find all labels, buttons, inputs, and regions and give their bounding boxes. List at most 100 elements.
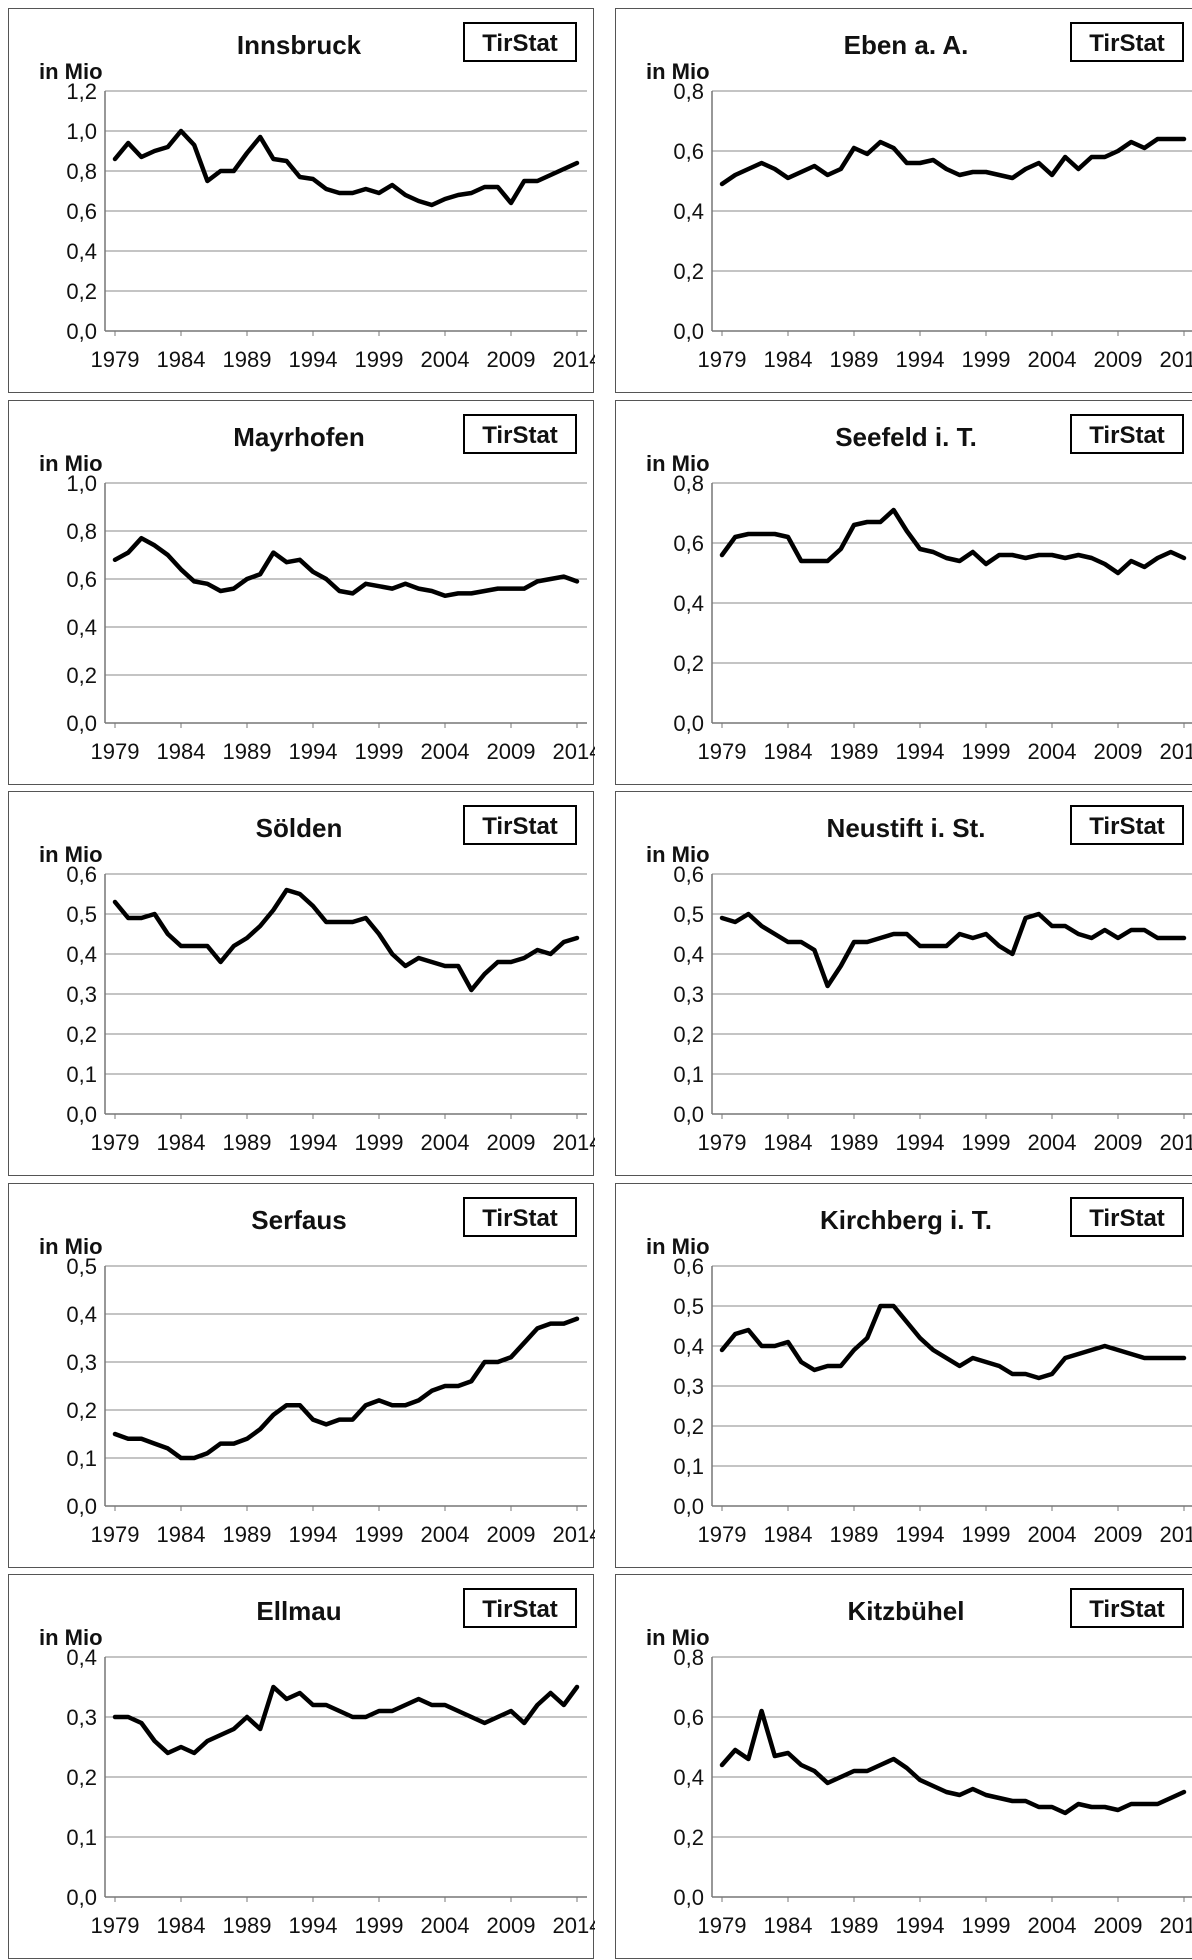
x-tick-label: 2014 [553, 347, 595, 372]
chart-panel: 0,0 0,1 0,2 0,3 0,4 0,5 0,6 1979 1984 1989 1994 199… [615, 791, 1192, 1176]
chart-title: Neustift i. St. [827, 813, 986, 843]
y-tick-label: 0,4 [673, 942, 704, 967]
source-box [463, 1197, 577, 1237]
source-label: TirStat [1089, 1205, 1165, 1232]
chart-panel: 0,0 0,1 0,2 0,3 0,4 1979 1984 1989 1994 1999 2004 2… [8, 1574, 595, 1959]
source-box [1070, 1197, 1184, 1237]
series-line [719, 911, 1187, 989]
y-tick-label: 0,6 [673, 531, 704, 556]
x-tick-label: 2014 [553, 1522, 595, 1547]
x-tick-label: 1979 [698, 1130, 747, 1155]
line-chart: 0,0 0,2 0,4 0,6 0,8 1979 1984 1989 1994 1999 2004 2… [646, 22, 1192, 372]
x-tick-label: 1999 [962, 739, 1011, 764]
y-tick-label: 0,8 [673, 1645, 704, 1670]
y-tick-label: 0,3 [673, 982, 704, 1007]
series-line [719, 1303, 1187, 1381]
y-tick-label: 0,2 [66, 663, 97, 688]
y-tick-label: 0,3 [66, 1350, 97, 1375]
unit-label: in Mio [39, 1625, 103, 1650]
source-label: TirStat [1089, 30, 1165, 57]
x-tick-label: 1999 [962, 1130, 1011, 1155]
x-tick-label: 1994 [289, 1913, 338, 1938]
y-tick-label: 0,2 [66, 1022, 97, 1047]
x-tick-label: 2009 [1094, 739, 1143, 764]
x-tick-label: 1984 [157, 739, 206, 764]
series-line [112, 128, 580, 208]
y-tick-label: 0,3 [66, 1705, 97, 1730]
source-box [1070, 805, 1184, 845]
y-tick-label: 1,0 [66, 119, 97, 144]
y-tick-label: 0,4 [66, 1645, 97, 1670]
x-tick-label: 2004 [421, 347, 470, 372]
x-tick-label: 1984 [157, 347, 206, 372]
series-line [719, 1708, 1187, 1816]
x-tick-label: 1994 [896, 1522, 945, 1547]
x-tick-label: 1994 [896, 347, 945, 372]
chart-title: Innsbruck [237, 30, 362, 60]
y-tick-label: 1,2 [66, 79, 97, 104]
chart-title: Eben a. A. [844, 30, 969, 60]
unit-label: in Mio [39, 59, 103, 84]
x-tick-label: 2014 [553, 1130, 595, 1155]
y-tick-label: 0,1 [66, 1062, 97, 1087]
y-tick-label: 0,5 [66, 902, 97, 927]
x-tick-label: 2009 [487, 1522, 536, 1547]
x-tick-label: 1994 [289, 1130, 338, 1155]
x-tick-label: 1984 [157, 1130, 206, 1155]
series-line [112, 887, 580, 993]
chart-panel: 0,0 0,2 0,4 0,6 0,8 1,0 1979 1984 1989 1994 1999 20… [8, 400, 595, 785]
x-tick-label: 1979 [91, 739, 140, 764]
x-tick-label: 2009 [487, 1913, 536, 1938]
y-tick-label: 0,0 [673, 711, 704, 736]
x-tick-label: 1994 [896, 739, 945, 764]
y-tick-label: 0,2 [673, 1022, 704, 1047]
source-label: TirStat [482, 1205, 558, 1232]
chart-title: Seefeld i. T. [835, 422, 977, 452]
y-tick-label: 0,0 [673, 1494, 704, 1519]
chart-panel: 0,0 0,1 0,2 0,3 0,4 0,5 1979 1984 1989 1994 1999 20… [8, 1183, 595, 1568]
x-tick-label: 2004 [421, 1522, 470, 1547]
y-tick-label: 0,6 [673, 1254, 704, 1279]
source-box [1070, 22, 1184, 62]
x-tick-label: 1989 [830, 739, 879, 764]
x-tick-label: 1984 [764, 347, 813, 372]
y-tick-label: 0,0 [66, 319, 97, 344]
y-tick-label: 0,2 [66, 1398, 97, 1423]
x-tick-label: 1999 [355, 1130, 404, 1155]
series-line [719, 136, 1187, 187]
x-tick-label: 2014 [1160, 1522, 1192, 1547]
y-tick-label: 0,4 [673, 1765, 704, 1790]
series-line [719, 507, 1187, 576]
x-tick-label: 1994 [289, 739, 338, 764]
unit-label: in Mio [646, 1625, 710, 1650]
unit-label: in Mio [646, 59, 710, 84]
x-tick-label: 1984 [764, 1522, 813, 1547]
y-tick-label: 0,4 [66, 239, 97, 264]
series-line [112, 1684, 580, 1756]
x-tick-label: 2009 [487, 739, 536, 764]
y-tick-label: 0,0 [66, 1494, 97, 1519]
y-tick-label: 0,6 [673, 862, 704, 887]
x-tick-label: 1979 [91, 1522, 140, 1547]
line-chart: 0,0 0,1 0,2 0,3 0,4 0,5 0,6 1979 1984 1989 1994 199… [646, 805, 1192, 1155]
unit-label: in Mio [39, 842, 103, 867]
y-tick-label: 0,6 [66, 199, 97, 224]
x-tick-label: 2004 [1028, 347, 1077, 372]
chart-panel: 0,0 0,2 0,4 0,6 0,8 1979 1984 1989 1994 1999 2004 2… [615, 400, 1192, 785]
series-line [112, 535, 580, 599]
x-tick-label: 2004 [1028, 739, 1077, 764]
y-tick-label: 0,1 [66, 1446, 97, 1471]
series-line [112, 1316, 580, 1461]
chart-title: Ellmau [256, 1596, 341, 1626]
chart-title: Kitzbühel [848, 1596, 965, 1626]
source-label: TirStat [1089, 813, 1165, 840]
line-chart: 0,0 0,1 0,2 0,3 0,4 0,5 1979 1984 1989 1994 1999 20… [39, 1197, 595, 1547]
y-tick-label: 0,3 [66, 982, 97, 1007]
x-tick-label: 1989 [830, 1522, 879, 1547]
x-tick-label: 1994 [289, 347, 338, 372]
line-chart: 0,0 0,2 0,4 0,6 0,8 1,0 1979 1984 1989 1994 1999 20… [39, 414, 595, 764]
x-tick-label: 2009 [1094, 1913, 1143, 1938]
x-tick-label: 1994 [896, 1130, 945, 1155]
line-chart: 0,0 0,1 0,2 0,3 0,4 0,5 0,6 1979 1984 1989 1994 199… [39, 805, 595, 1155]
x-tick-label: 1994 [289, 1522, 338, 1547]
